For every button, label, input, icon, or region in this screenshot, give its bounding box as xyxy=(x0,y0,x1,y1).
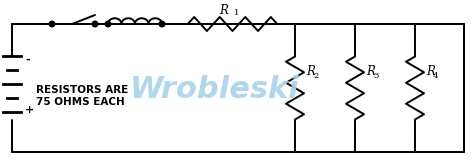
Text: R: R xyxy=(425,65,434,79)
Text: R: R xyxy=(306,65,314,79)
Text: R: R xyxy=(219,4,228,17)
Circle shape xyxy=(49,21,55,27)
Circle shape xyxy=(159,21,164,27)
Text: 3: 3 xyxy=(372,72,377,80)
Circle shape xyxy=(92,21,98,27)
Text: 75 OHMS EACH: 75 OHMS EACH xyxy=(36,97,125,107)
Circle shape xyxy=(105,21,110,27)
Text: 4: 4 xyxy=(432,72,437,80)
Text: -: - xyxy=(25,55,30,65)
Text: Wrobleski: Wrobleski xyxy=(130,75,299,104)
Text: +: + xyxy=(25,105,34,115)
Text: RESISTORS ARE: RESISTORS ARE xyxy=(36,85,128,95)
Text: 1: 1 xyxy=(233,9,238,17)
Text: 2: 2 xyxy=(312,72,317,80)
Text: R: R xyxy=(365,65,374,79)
